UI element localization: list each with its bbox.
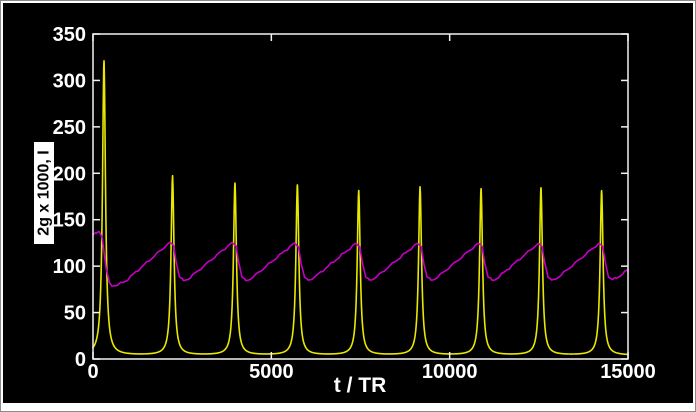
y-tick-label-100: 100	[53, 256, 86, 278]
y-axis-label-group: 2g x 1000, I	[34, 142, 54, 244]
plot-box	[92, 33, 629, 360]
y-tick-label-200: 200	[53, 163, 86, 185]
x-tick-label-5000: 5000	[249, 361, 294, 383]
y-tick-label-250: 250	[53, 117, 86, 139]
x-tick-label-0: 0	[87, 361, 98, 383]
y-tick-label-300: 300	[53, 70, 86, 92]
x-axis-label: t / TR	[334, 374, 387, 397]
y-tick-label-150: 150	[53, 210, 86, 232]
series-spike-train	[92, 59, 629, 356]
y-tick-label-50: 50	[64, 303, 86, 325]
y-axis-label-background	[34, 142, 54, 244]
x-tick-label-15000: 15000	[600, 361, 656, 383]
plot-axes-layer	[92, 33, 629, 360]
y-tick-label-350: 350	[53, 24, 86, 46]
plot-series-layer	[92, 59, 629, 356]
y-tick-label-0: 0	[75, 349, 86, 371]
figure-background	[3, 3, 693, 403]
plot-tick-labels-layer: 0 5000 10000 15000 0 50 100 150 200 250 300 350	[53, 24, 656, 383]
y-axis-label: 2g x 1000, I	[36, 150, 53, 235]
series-sawtooth	[92, 230, 629, 287]
x-tick-label-10000: 10000	[422, 361, 478, 383]
